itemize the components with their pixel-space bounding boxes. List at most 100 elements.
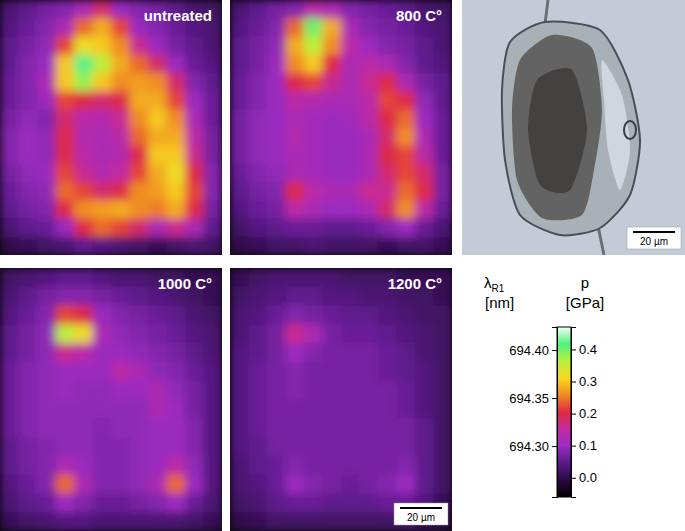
heat-cell (434, 128, 453, 147)
heat-cell (230, 287, 250, 307)
heat-cell (0, 91, 20, 110)
heat-cell (397, 182, 417, 201)
heat-cell (204, 418, 223, 438)
heat-cell (378, 164, 398, 183)
heat-cell (148, 475, 168, 495)
heat-cell (304, 0, 324, 19)
map-cells (230, 268, 452, 531)
heat-cell (185, 91, 205, 110)
heat-cell (74, 0, 94, 19)
heat-cell (130, 306, 150, 326)
heat-cell (185, 381, 205, 401)
heat-cell (56, 475, 76, 495)
heat-cell (37, 287, 57, 307)
heat-cell (111, 109, 131, 128)
tick: 694.30 (509, 439, 557, 454)
scale-bar: 20 µm (394, 503, 448, 525)
photo-panel: 20 µm (462, 0, 685, 255)
heat-cell (74, 418, 94, 438)
heat-cell (415, 343, 435, 363)
needle (545, 0, 548, 24)
heat-cell (341, 268, 361, 288)
heat-cell (360, 343, 380, 363)
heat-cell (230, 55, 250, 74)
heat-cell (111, 400, 131, 420)
heat-cell (148, 91, 168, 110)
tick: 694.35 (509, 391, 557, 406)
heat-cell (93, 437, 113, 457)
tick-label: 0.4 (579, 342, 597, 357)
heat-cell (130, 287, 150, 307)
heat-cell (323, 73, 343, 92)
pressure-axis: 0.00.10.20.30.4 (571, 328, 597, 498)
heat-cell (204, 164, 223, 183)
heat-cell (230, 109, 250, 128)
heat-cell (415, 400, 435, 420)
heat-cell (167, 493, 187, 513)
scale-bar-line (633, 231, 675, 233)
heat-cell (111, 73, 131, 92)
heat-cell (185, 400, 205, 420)
heat-cell (93, 400, 113, 420)
map-panel: 800 C° (230, 0, 453, 256)
heat-cell (304, 237, 324, 255)
heat-cell (360, 362, 380, 382)
heat-cell (323, 287, 343, 307)
heat-cell (230, 456, 250, 476)
heat-cell (267, 324, 287, 344)
heat-cell (37, 128, 57, 147)
heat-cell (230, 164, 250, 183)
heat-cell (434, 400, 453, 420)
heat-cell (323, 0, 343, 19)
heat-cell (130, 164, 150, 183)
heat-cell (130, 456, 150, 476)
map-cells (230, 0, 452, 255)
heat-cell (415, 219, 435, 238)
heat-cell (56, 343, 76, 363)
heat-cell (148, 437, 168, 457)
heat-cell (286, 343, 306, 363)
heat-cell (130, 343, 150, 363)
heat-cell (111, 418, 131, 438)
heat-cell (111, 182, 131, 201)
heat-cell (74, 400, 94, 420)
heat-cell (286, 109, 306, 128)
heat-cell (130, 512, 150, 531)
heat-cell (148, 343, 168, 363)
heat-cell (341, 493, 361, 513)
heat-cell (56, 237, 76, 255)
heat-cell (341, 237, 361, 255)
heat-cell (0, 182, 20, 201)
heat-cell (37, 362, 57, 382)
heat-cell (249, 400, 269, 420)
heat-cell (37, 36, 57, 55)
heat-cell (130, 91, 150, 110)
heat-cell (74, 128, 94, 147)
heat-cell (415, 128, 435, 147)
heat-cell (397, 343, 417, 363)
heat-cell (434, 164, 453, 183)
map-background (0, 0, 222, 255)
heat-cell (111, 200, 131, 219)
colorbar-title: p (581, 274, 589, 291)
heat-cell (74, 437, 94, 457)
heat-cell (267, 219, 287, 238)
heat-cell (130, 109, 150, 128)
heat-cell (341, 381, 361, 401)
heat-cell (304, 306, 324, 326)
heat-cell (19, 73, 39, 92)
heat-cell (249, 36, 269, 55)
heat-cell (267, 237, 287, 255)
axis-line (552, 328, 558, 498)
heat-cell (397, 324, 417, 344)
map-plot (0, 0, 222, 255)
heat-cell (341, 36, 361, 55)
heat-cell (415, 36, 435, 55)
heat-cell (378, 182, 398, 201)
heat-cell (148, 73, 168, 92)
tick-label: 0.3 (579, 374, 597, 389)
panel-title: 800 C° (396, 7, 442, 24)
heat-cell (56, 0, 76, 19)
heat-cell (230, 18, 250, 37)
heat-cell (341, 306, 361, 326)
